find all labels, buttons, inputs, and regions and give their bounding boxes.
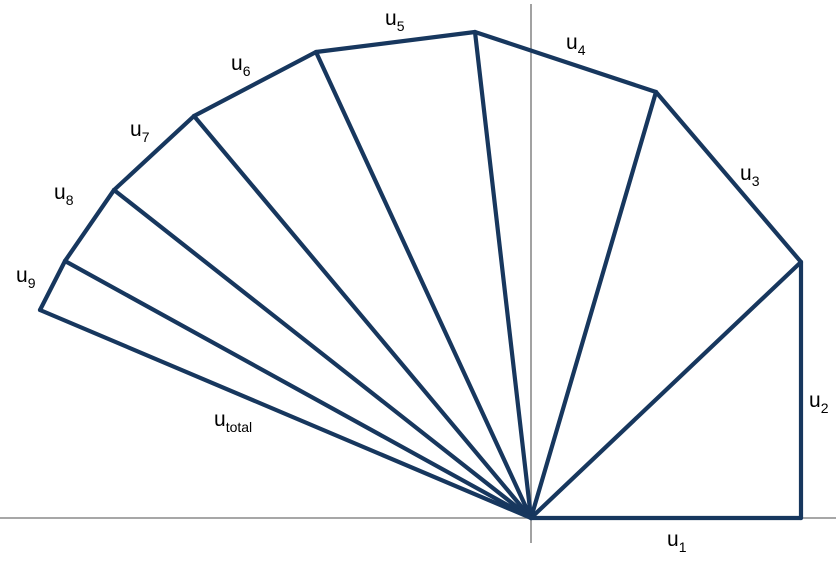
- label-u1-sub: 1: [679, 539, 687, 555]
- label-u1-base: u: [667, 528, 679, 551]
- label-u3-base: u: [740, 162, 752, 185]
- vector-u3: [653, 89, 804, 265]
- label-u9-base: u: [16, 264, 28, 287]
- label-u3-sub: 3: [752, 173, 760, 189]
- label-u2-base: u: [809, 389, 821, 412]
- label-u4-sub: 4: [578, 42, 586, 58]
- radial-line-4: [313, 49, 534, 521]
- label-u4: u4: [566, 31, 586, 58]
- label-u2-sub: 2: [821, 400, 829, 416]
- radial-line-6: [111, 187, 534, 521]
- radial-line-7: [62, 258, 534, 521]
- vector-u4: [472, 29, 659, 95]
- vector-u6: [191, 49, 319, 119]
- label-u8: u8: [54, 181, 74, 208]
- radial-line-1: [528, 259, 804, 521]
- vector-u7: [111, 113, 197, 193]
- vector-u9: [37, 258, 68, 313]
- label-u3: u3: [740, 162, 760, 189]
- label-u6-base: u: [231, 52, 243, 75]
- label-u5: u5: [385, 7, 405, 34]
- resultant-vector-utotal: [37, 307, 534, 521]
- label-u7-sub: 7: [142, 129, 150, 145]
- label-u5-sub: 5: [397, 18, 405, 34]
- label-u1: u1: [667, 528, 687, 555]
- label-u5-base: u: [385, 7, 397, 30]
- radial-line-5: [191, 113, 534, 521]
- label-u8-sub: 8: [66, 192, 74, 208]
- label-u6-sub: 6: [243, 63, 251, 79]
- label-u8-base: u: [54, 181, 66, 204]
- label-u7: u7: [130, 118, 150, 145]
- label-utotal-sub: total: [226, 419, 252, 435]
- label-u6: u6: [231, 52, 251, 79]
- radial-line-2: [528, 89, 659, 521]
- label-u4-base: u: [566, 31, 578, 54]
- vector-u5: [313, 29, 478, 55]
- radial-line-3: [472, 29, 534, 521]
- label-u2: u2: [809, 389, 829, 416]
- label-u9-sub: 9: [28, 275, 36, 291]
- label-u9: u9: [16, 264, 36, 291]
- label-u7-base: u: [130, 118, 142, 141]
- label-utotal: utotal: [214, 408, 252, 435]
- label-utotal-base: u: [214, 408, 226, 431]
- vector-u8: [62, 187, 117, 264]
